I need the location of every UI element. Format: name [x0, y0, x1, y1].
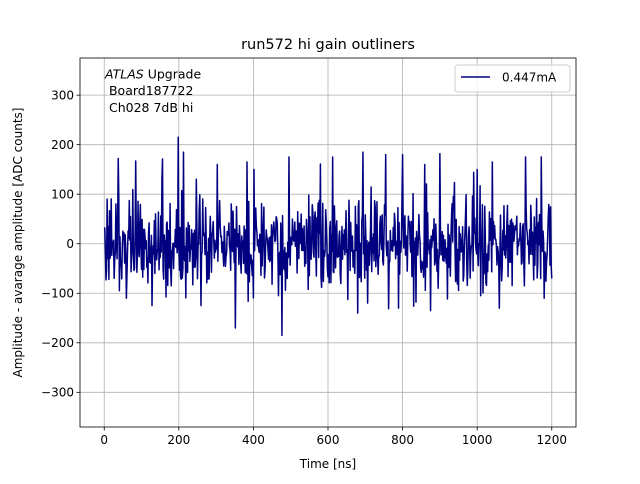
- y-axis-ticks: −300 −200 −100 0 100 200 300: [41, 88, 80, 400]
- series-line-0-447ma: [104, 136, 553, 337]
- x-tick-label: 1200: [536, 433, 567, 447]
- y-tick-label: −200: [41, 336, 74, 350]
- legend: 0.447mA: [454, 64, 571, 93]
- y-tick-label: 300: [51, 88, 74, 102]
- y-tick-label: −300: [41, 386, 74, 400]
- y-tick-label: 200: [51, 138, 74, 152]
- y-axis-label: Amplitude - avarage amplitude [ADC count…: [11, 108, 25, 378]
- annotation-upgrade: Upgrade: [144, 67, 202, 82]
- x-tick-label: 1000: [462, 433, 493, 447]
- annotation-atlas: ATLAS: [104, 67, 144, 82]
- x-tick-label: 800: [391, 433, 414, 447]
- atlas-annotation: ATLAS Upgrade Board187722 Ch028 7dB hi: [104, 67, 201, 116]
- y-tick-label: −100: [41, 287, 74, 301]
- y-tick-label: 0: [66, 237, 74, 251]
- annotation-board: Board187722: [105, 83, 193, 98]
- x-axis-label: Time [ns]: [299, 457, 356, 471]
- x-tick-label: 0: [100, 433, 108, 447]
- annotation-channel: Ch028 7dB hi: [105, 100, 193, 115]
- legend-label: 0.447mA: [502, 71, 557, 85]
- x-tick-label: 600: [317, 433, 340, 447]
- plot-area: [104, 136, 553, 337]
- x-axis-ticks: 0 200 400 600 800 1000 1200: [100, 427, 567, 447]
- legend-box: [454, 64, 571, 93]
- x-tick-label: 400: [242, 433, 265, 447]
- chart-title: run572 hi gain outliners: [241, 37, 415, 53]
- x-tick-label: 200: [167, 433, 190, 447]
- annotation-line-1: ATLAS Upgrade: [104, 67, 201, 82]
- y-tick-label: 100: [51, 188, 74, 202]
